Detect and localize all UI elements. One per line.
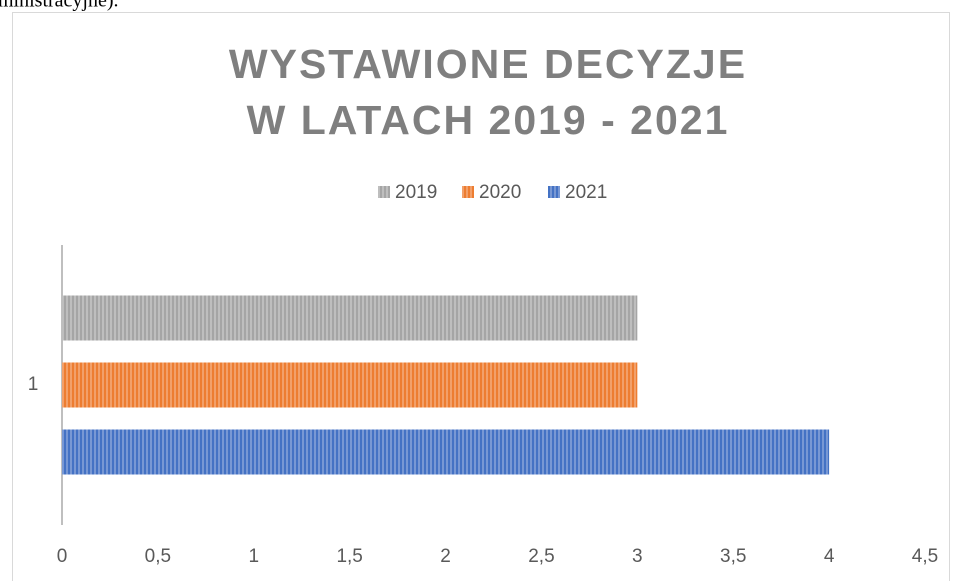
- x-tick-label: 1: [248, 546, 259, 567]
- legend-swatch: [548, 186, 560, 198]
- bar: [62, 295, 638, 341]
- bar: [62, 429, 830, 475]
- x-tick-label: 0,5: [145, 546, 171, 567]
- legend-swatch: [378, 186, 390, 198]
- x-tick-label: 2,5: [528, 546, 554, 567]
- x-tick-label: 4: [824, 546, 835, 567]
- x-tick-label: 3,5: [720, 546, 746, 567]
- x-tick-label: 0: [57, 546, 68, 567]
- legend-swatch: [462, 186, 474, 198]
- legend-label: 2021: [565, 182, 607, 203]
- x-tick-label: 1,5: [336, 546, 362, 567]
- x-tick-label: 3: [632, 546, 643, 567]
- legend-label: 2020: [479, 182, 521, 203]
- chart-border: [12, 12, 950, 581]
- bar: [62, 362, 638, 408]
- x-tick-label: 4,5: [912, 546, 938, 567]
- chart-title: W LATACH 2019 - 2021: [247, 97, 730, 143]
- legend-label: 2019: [395, 182, 437, 203]
- context-text: ministracyjne).: [0, 0, 119, 12]
- chart-title: WYSTAWIONE DECYZJE: [229, 41, 747, 87]
- y-tick-label: 1: [28, 374, 39, 395]
- x-tick-label: 2: [440, 546, 451, 567]
